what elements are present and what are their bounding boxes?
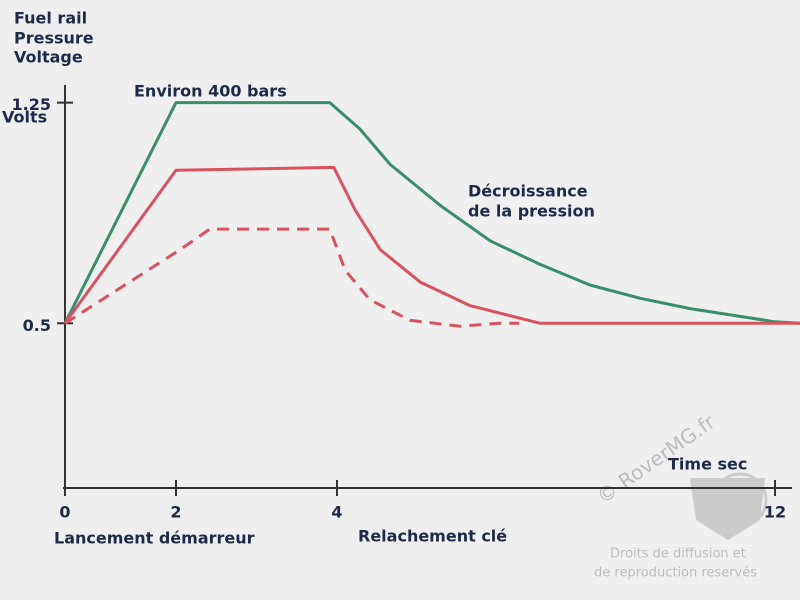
y-unit: Volts (2, 108, 47, 127)
annotation: Décroissance (468, 182, 588, 201)
watermark: de reproduction reservés (594, 566, 757, 581)
y-label: Fuel rail (14, 9, 87, 28)
x-tick-label: 0 (59, 503, 70, 522)
annotation: Lancement démarreur (54, 529, 255, 548)
y-tick-label: 1.25 (12, 95, 51, 114)
x-tick-label: 2 (170, 503, 181, 522)
annotation: de la pression (468, 202, 595, 221)
y-tick-label: 0.5 (23, 316, 51, 335)
watermark: Droits de diffusion et (610, 547, 746, 562)
line (63, 165, 800, 325)
line (63, 101, 800, 325)
y-label: Pressure (14, 29, 94, 48)
x-tick-label: 4 (331, 503, 342, 522)
x-tick-label: 12 (764, 503, 786, 522)
annotation: Environ 400 bars (134, 82, 287, 101)
x-label: Time sec (668, 455, 747, 474)
line (64, 227, 520, 328)
annotation: Relachement clé (358, 527, 507, 546)
logo (690, 472, 768, 540)
y-label: Voltage (14, 48, 83, 67)
